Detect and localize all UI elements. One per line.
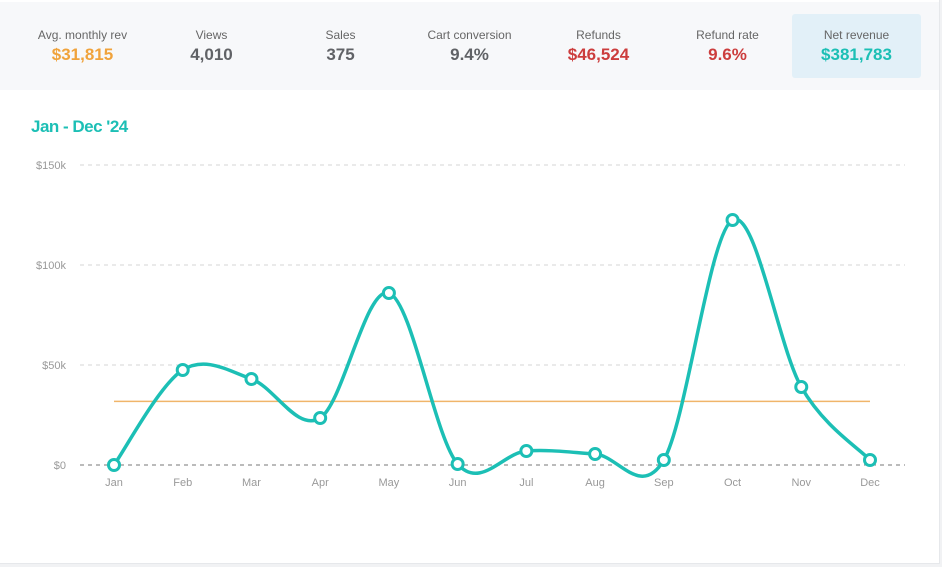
stat-value: $381,783	[821, 45, 892, 64]
x-tick-label: Sep	[654, 477, 674, 489]
stat-sales[interactable]: Sales 375	[276, 14, 405, 78]
y-tick-label: $150k	[36, 160, 66, 172]
data-point	[725, 213, 740, 227]
stat-label: Net revenue	[823, 28, 890, 42]
data-point	[863, 453, 877, 467]
stat-label: Refund rate	[696, 28, 759, 42]
stat-label: Cart conversion	[427, 28, 512, 42]
stat-label: Sales	[325, 28, 356, 42]
stat-cart-conversion[interactable]: Cart conversion 9.4%	[405, 14, 534, 78]
revenue-line	[112, 217, 872, 478]
x-tick-label: Jun	[449, 477, 467, 489]
stat-avg-monthly-rev[interactable]: Avg. monthly rev $31,815	[18, 14, 147, 78]
stat-value: $46,524	[567, 45, 630, 64]
x-tick-label: Jan	[105, 477, 123, 489]
y-tick-label: $50k	[42, 360, 66, 372]
x-tick-label: Mar	[242, 477, 261, 489]
x-tick-label: Feb	[173, 477, 192, 489]
stat-refunds[interactable]: Refunds $46,524	[534, 14, 663, 78]
data-point	[450, 457, 465, 471]
x-tick-label: Aug	[585, 477, 605, 489]
y-tick-label: $0	[54, 460, 66, 472]
y-tick-label: $100k	[36, 260, 66, 272]
data-point	[381, 286, 396, 300]
stat-value: 9.4%	[450, 45, 489, 64]
data-point	[313, 411, 328, 425]
stats-bar: Avg. monthly rev $31,815 Views 4,010 Sales 37…	[0, 2, 939, 90]
x-tick-label: Apr	[312, 477, 329, 489]
stat-label: Avg. monthly rev	[37, 28, 128, 42]
data-point	[244, 372, 259, 386]
stat-label: Refunds	[576, 28, 621, 42]
x-tick-label: May	[379, 477, 400, 489]
stat-net-revenue[interactable]: Net revenue $381,783	[792, 14, 921, 78]
stat-views[interactable]: Views 4,010	[147, 14, 276, 78]
data-point	[519, 444, 534, 458]
data-point	[175, 363, 190, 377]
stat-value: $31,815	[51, 45, 114, 64]
x-tick-label: Nov	[791, 477, 811, 489]
period-title: Jan - Dec '24	[31, 117, 128, 136]
stat-value: 4,010	[190, 45, 233, 64]
stat-value: 375	[326, 45, 355, 64]
data-point	[794, 380, 809, 394]
x-tick-label: Dec	[860, 477, 880, 489]
data-point	[107, 458, 121, 472]
stat-refund-rate[interactable]: Refund rate 9.6%	[663, 14, 792, 78]
data-point	[656, 453, 671, 467]
stat-value: 9.6%	[708, 45, 747, 64]
stat-label: Views	[195, 28, 228, 42]
x-tick-label: Jul	[519, 477, 533, 489]
data-point	[588, 447, 603, 461]
x-tick-label: Oct	[724, 477, 741, 489]
